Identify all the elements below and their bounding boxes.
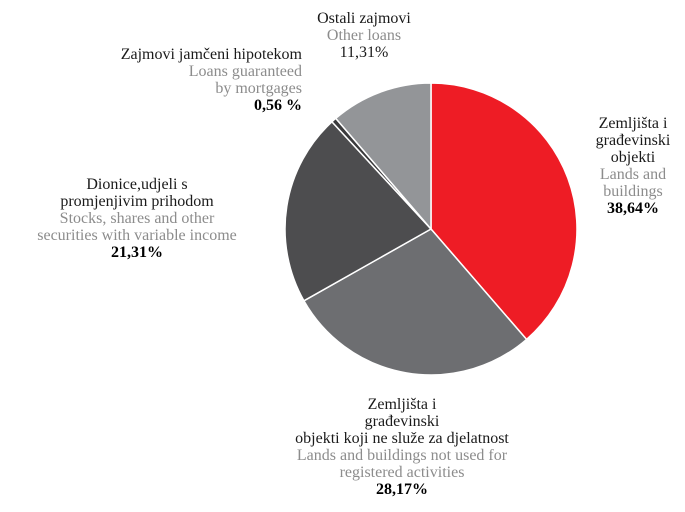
- label-hr-line: objekti koji ne služe za djelatnost: [295, 430, 509, 447]
- value-label: 28,17%: [376, 481, 428, 498]
- label-stocks-shares: Dionice,udjeli s promjenjivim prihodom S…: [12, 176, 262, 261]
- label-hr-line: Zajmovi jamčeni hipotekom: [120, 46, 302, 63]
- value-label: 21,31%: [111, 244, 163, 261]
- label-en-line: registered activities: [339, 464, 465, 481]
- label-hr-line: Dionice,udjeli s: [86, 176, 188, 193]
- label-hr-line: Zemljišta i: [367, 396, 437, 413]
- value-label: 38,64%: [607, 200, 659, 217]
- slice-lands-and-buildings: [430, 82, 578, 341]
- value-label: 11,31%: [339, 44, 389, 61]
- label-other-loans: Ostali zajmovi Other loans 11,31%: [294, 10, 434, 61]
- label-en-line: Lands and: [599, 166, 667, 183]
- label-lands-and-buildings: Zemljišta i građevinski objekti Lands an…: [578, 115, 685, 217]
- label-en-line: Lands and buildings not used for: [296, 447, 508, 464]
- value-label: 0,56 %: [254, 97, 302, 114]
- label-en-line: by mortgages: [215, 80, 302, 97]
- label-en-line: securities with variable income: [37, 227, 237, 244]
- label-en-line: Other loans: [326, 27, 402, 44]
- label-en-line: Loans guaranteed: [188, 63, 302, 80]
- label-hr-line: Zemljišta i: [598, 115, 668, 132]
- label-hr-line: Ostali zajmovi: [317, 10, 411, 27]
- label-hr-line: građevinski: [595, 132, 671, 149]
- slice-other-loans: [334, 82, 432, 232]
- label-hr-line: građevinski: [364, 413, 440, 430]
- label-en-line: Stocks, shares and other: [59, 210, 215, 227]
- pie-slices: [284, 82, 578, 376]
- label-lands-not-used: Zemljišta i građevinski objekti koji ne …: [262, 396, 542, 498]
- label-en-line: buildings: [603, 183, 663, 200]
- label-hr-line: promjenjivim prihodom: [60, 193, 214, 210]
- label-mortgage-loans: Zajmovi jamčeni hipotekom Loans guarante…: [72, 46, 302, 114]
- label-hr-line: objekti: [610, 149, 656, 166]
- slice-lands-not-used: [302, 228, 528, 376]
- slice-stocks-shares: [284, 120, 433, 302]
